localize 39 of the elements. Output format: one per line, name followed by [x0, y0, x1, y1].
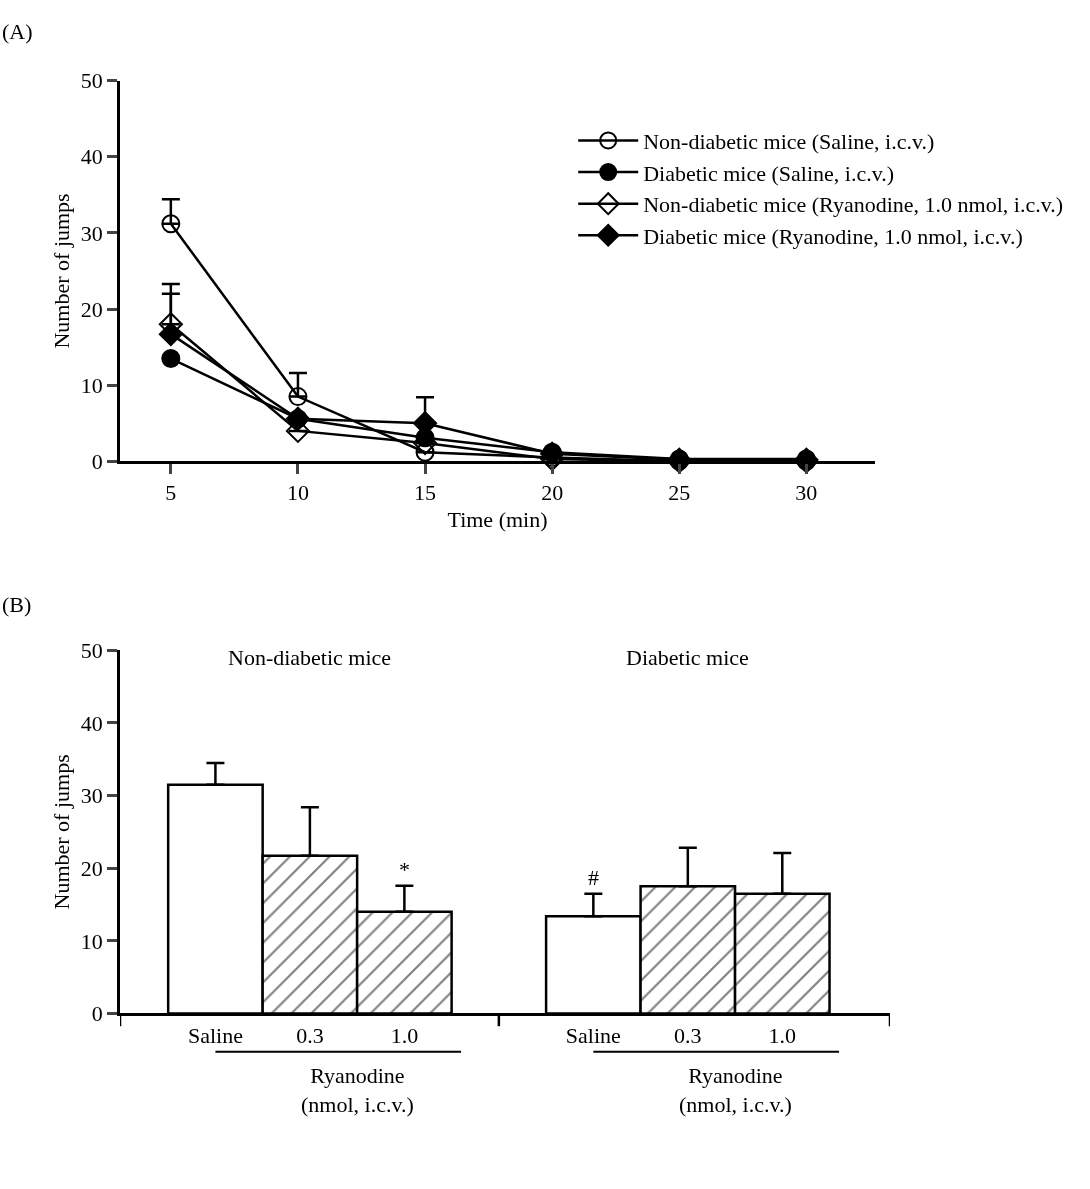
chart-title: (B)	[2, 592, 32, 617]
legend-label: Non-diabetic mice (Saline, i.c.v.)	[643, 129, 935, 155]
x-tick-label: 15	[414, 480, 437, 506]
x-tick-label: 20	[541, 480, 564, 506]
legend-label: Non-diabetic mice (Ryanodine, 1.0 nmol, i.c.v.)	[643, 192, 1064, 218]
x-tick-label: 25	[668, 480, 691, 506]
y-tick-label: 20	[80, 296, 103, 322]
text: Ryanodine (nmol, i.c.v.)	[301, 1063, 414, 1117]
annotation: #	[588, 865, 599, 890]
y-tick-label: 10	[80, 372, 103, 398]
y-tick-label: 0	[91, 1001, 103, 1027]
legend-label: Diabetic mice (Ryanodine, 1.0 nmol, i.c.v.)	[643, 223, 1023, 249]
x-tick-label: 0.3	[296, 1022, 324, 1048]
y-tick-label: 40	[80, 710, 103, 736]
y-tick-label: 50	[80, 637, 103, 663]
x-tick-label: 1.0	[768, 1022, 797, 1048]
x-tick-label: 5	[165, 480, 177, 506]
x-tick-label: 0.3	[674, 1022, 702, 1048]
y-tick-label: 0	[91, 449, 103, 475]
annotation: Diabetic mice	[626, 645, 749, 670]
x-tick-label: 1.0	[390, 1022, 419, 1048]
annotation: *	[399, 857, 410, 882]
y-tick-label: 20	[80, 855, 103, 881]
annotation: Non-diabetic mice	[228, 645, 392, 670]
y-axis-title: Number of jumps	[48, 193, 74, 349]
x-tick-label: 30	[795, 480, 818, 506]
y-tick-label: 30	[80, 783, 103, 809]
x-axis-title: Time (min)	[447, 507, 548, 533]
x-tick-label: Saline	[565, 1022, 621, 1048]
text: Ryanodine (nmol, i.c.v.)	[679, 1063, 792, 1117]
y-tick-label: 50	[80, 68, 103, 94]
legend-label: Diabetic mice (Saline, i.c.v.)	[643, 160, 895, 186]
y-axis-title: Number of jumps	[48, 754, 74, 910]
chart-title: (A)	[2, 19, 33, 44]
y-tick-label: 30	[80, 220, 103, 246]
x-tick-label: 10	[286, 480, 309, 506]
x-tick-label: Saline	[187, 1022, 243, 1048]
y-tick-label: 10	[80, 928, 103, 954]
y-tick-label: 40	[80, 144, 103, 170]
